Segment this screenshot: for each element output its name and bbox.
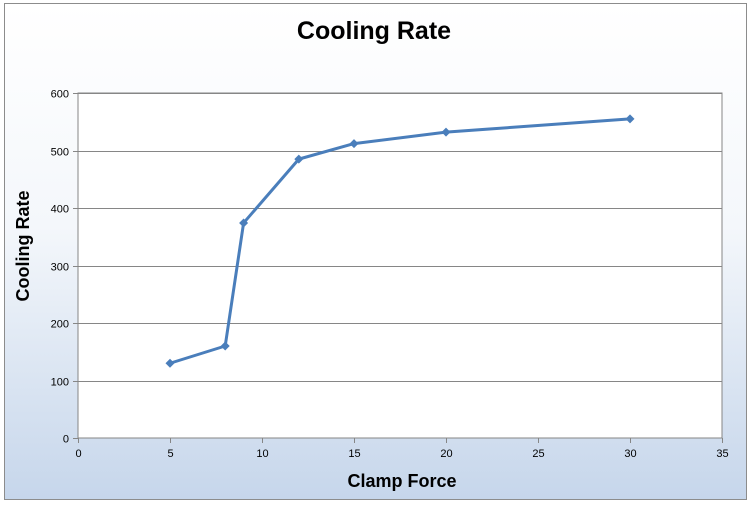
y-tick-label: 100 [51, 377, 69, 389]
plot-area [77, 92, 723, 439]
x-tick-label: 20 [440, 448, 452, 460]
data-point-marker [441, 127, 451, 137]
x-tick-label: 5 [167, 448, 173, 460]
y-tick-label: 400 [51, 204, 69, 216]
y-tick-label: 600 [51, 89, 69, 101]
x-tick-label: 25 [532, 448, 544, 460]
data-point-marker [349, 139, 359, 149]
x-tick-label: 10 [256, 448, 268, 460]
y-tick-label: 200 [51, 319, 69, 331]
x-tick-label: 35 [716, 448, 728, 460]
x-tick-label: 15 [348, 448, 360, 460]
data-point-marker [165, 358, 175, 368]
x-tick-label: 0 [75, 448, 81, 460]
data-point-marker [220, 341, 230, 351]
y-tick-label: 0 [63, 434, 69, 446]
y-tick-label: 300 [51, 262, 69, 274]
x-axis-label: Clamp Force [347, 471, 456, 491]
x-tick-label: 30 [624, 448, 636, 460]
y-tick-label: 500 [51, 147, 69, 159]
data-point-marker [625, 114, 635, 124]
data-point-marker [239, 218, 249, 228]
chart-title: Cooling Rate [297, 17, 451, 45]
y-axis-label: Cooling Rate [13, 191, 33, 302]
data-point-marker [294, 154, 304, 164]
